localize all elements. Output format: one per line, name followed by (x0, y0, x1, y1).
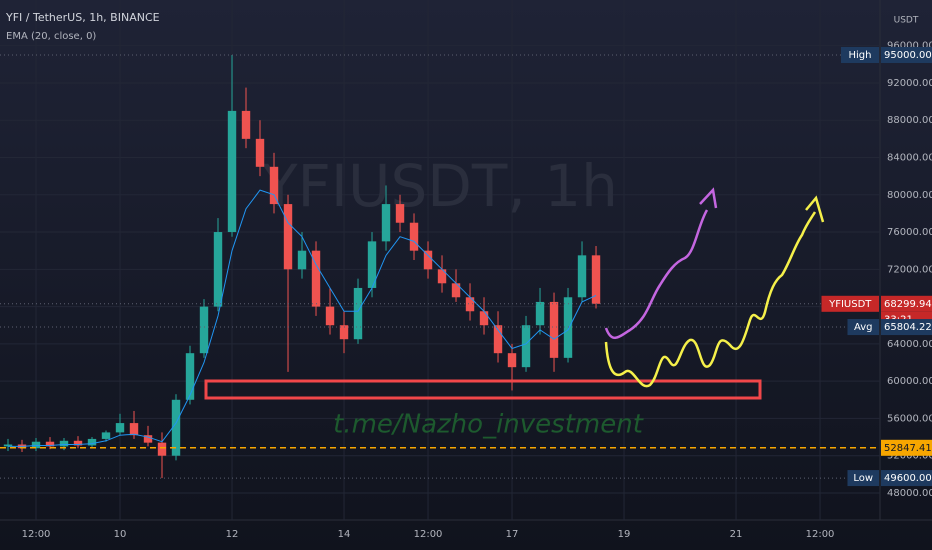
candle-body (157, 442, 167, 456)
y-tick-label: 52000.00 (887, 451, 932, 462)
candle-body (507, 353, 517, 368)
candle-body (479, 311, 489, 326)
candle-body (185, 353, 195, 400)
candle-body (451, 283, 461, 298)
name-tag (847, 319, 879, 336)
price-tag (881, 439, 932, 456)
candle-body (381, 204, 391, 242)
candle-body (73, 440, 83, 446)
candle-body (171, 399, 181, 456)
candle-body (255, 138, 265, 167)
candle-body (101, 432, 111, 439)
candle-body (241, 110, 251, 139)
y-tick-label: 48000.00 (887, 488, 932, 499)
x-tick-label: 12:00 (22, 529, 51, 540)
candle-body (367, 241, 377, 288)
y-tick-label: 96000.00 (887, 41, 932, 52)
y-tick-label: 88000.00 (887, 115, 932, 126)
zone-box (204, 379, 762, 400)
candle-body (549, 301, 559, 358)
candle-body (143, 435, 153, 443)
candle-body (213, 232, 223, 307)
candle-body (115, 423, 125, 433)
candle-body (423, 250, 433, 270)
x-tick-label: 21 (730, 529, 743, 540)
candle-body (493, 325, 503, 354)
price-tag-label: 49600.00 (884, 473, 932, 484)
candle-body (591, 255, 601, 304)
x-tick-label: 12:00 (414, 529, 443, 540)
name-tag (841, 46, 879, 63)
name-tag-label: Low (853, 473, 873, 484)
price-tag-label: 95000.00 (884, 50, 932, 61)
candle-body (283, 204, 293, 270)
y-tick-label: 80000.00 (887, 190, 932, 201)
purple-path (604, 209, 709, 339)
price-tag (881, 46, 932, 63)
price-tag (881, 470, 932, 487)
candle-body (339, 325, 349, 340)
name-tag (821, 295, 879, 312)
x-tick-label: 12:00 (806, 529, 835, 540)
y-tick-label: 60000.00 (887, 376, 932, 387)
candle-body (535, 301, 545, 326)
name-tag-label: High (849, 50, 872, 61)
annotation: t.me/Nazho_investment (333, 410, 644, 440)
name-tag (847, 470, 879, 487)
price-tag (881, 319, 932, 336)
chart-title: YFI / TetherUS, 1h, BINANCE (5, 11, 160, 24)
candle-body (199, 306, 209, 354)
candle-body (563, 297, 573, 358)
candle-body (297, 250, 307, 270)
candle-body (269, 166, 279, 205)
y-tick-label: 64000.00 (887, 339, 932, 350)
candle-body (129, 423, 139, 436)
arrow-head (805, 195, 825, 223)
price-tag-label: 68299.94 (884, 299, 932, 310)
y-tick-label: 76000.00 (887, 227, 932, 238)
x-tick-label: 17 (506, 529, 519, 540)
candle-body (437, 269, 447, 284)
x-tick-label: 19 (618, 529, 631, 540)
candle-body (521, 325, 531, 368)
candle-body (465, 297, 475, 312)
name-tag-label: YFIUSDT (828, 299, 872, 310)
x-tick-label: 14 (338, 529, 351, 540)
yellow-path (604, 211, 817, 388)
plot (0, 54, 880, 479)
ema-line (8, 189, 597, 447)
x-tick-label: 10 (114, 529, 127, 540)
candle-body (59, 440, 69, 447)
x-tick-label: 12 (226, 529, 239, 540)
candle-body (395, 204, 405, 223)
y-tick-label: 92000.00 (887, 78, 932, 89)
candle-body (87, 438, 97, 446)
candle-body (325, 306, 335, 326)
y-tick-label: 56000.00 (887, 413, 932, 424)
name-tag-label: Avg (854, 322, 873, 333)
price-tag-label: 52847.41 (884, 443, 932, 454)
watermark: YFIUSDT, 1h (261, 152, 618, 220)
candle-body (3, 444, 13, 447)
candle-body (45, 441, 55, 447)
arrow-head (699, 187, 718, 209)
candle-body (409, 222, 419, 251)
grid (0, 0, 880, 520)
y-tick-label: 84000.00 (887, 152, 932, 163)
price-tag (881, 295, 932, 312)
currency: USDT (894, 16, 919, 26)
candle-body (227, 110, 237, 233)
price-tag-label: 65804.22 (884, 322, 932, 333)
price-axis: 48000.00 52000.00 56000.00 60000.00 64000.00… (22, 41, 932, 540)
candle-body (577, 255, 587, 298)
indicator-label: EMA (20, close, 0) (6, 31, 96, 42)
y-tick-label: 72000.00 (887, 264, 932, 275)
candle-body (311, 250, 321, 307)
candle-body (353, 287, 363, 340)
